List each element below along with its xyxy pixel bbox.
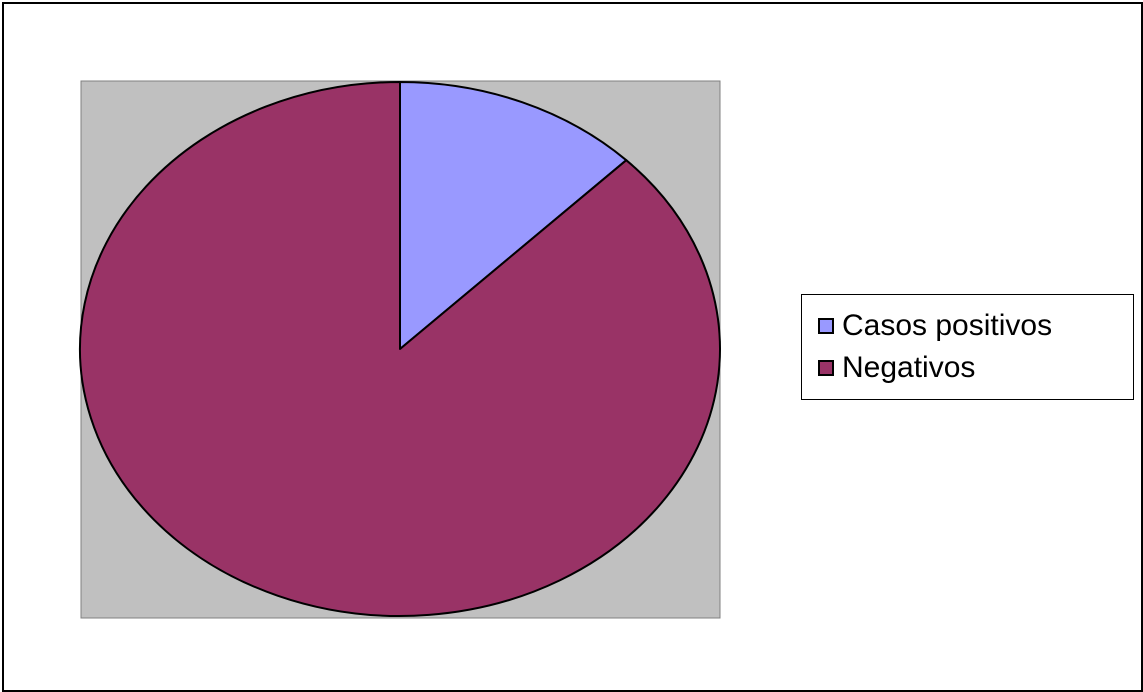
legend-item-casos-positivos: Casos positivos xyxy=(818,308,1052,344)
legend: Casos positivos Negativos xyxy=(801,294,1134,400)
pie-slice-negativos xyxy=(78,81,721,617)
legend-item-negativos: Negativos xyxy=(818,350,975,386)
pie-slices xyxy=(78,81,721,617)
legend-label-casos-positivos: Casos positivos xyxy=(842,309,1053,342)
legend-swatch-casos-positivos xyxy=(818,318,834,334)
pie-slice-casos-positivos xyxy=(399,81,628,350)
legend-swatch-negativos xyxy=(818,360,834,376)
legend-label-negativos: Negativos xyxy=(842,351,976,384)
